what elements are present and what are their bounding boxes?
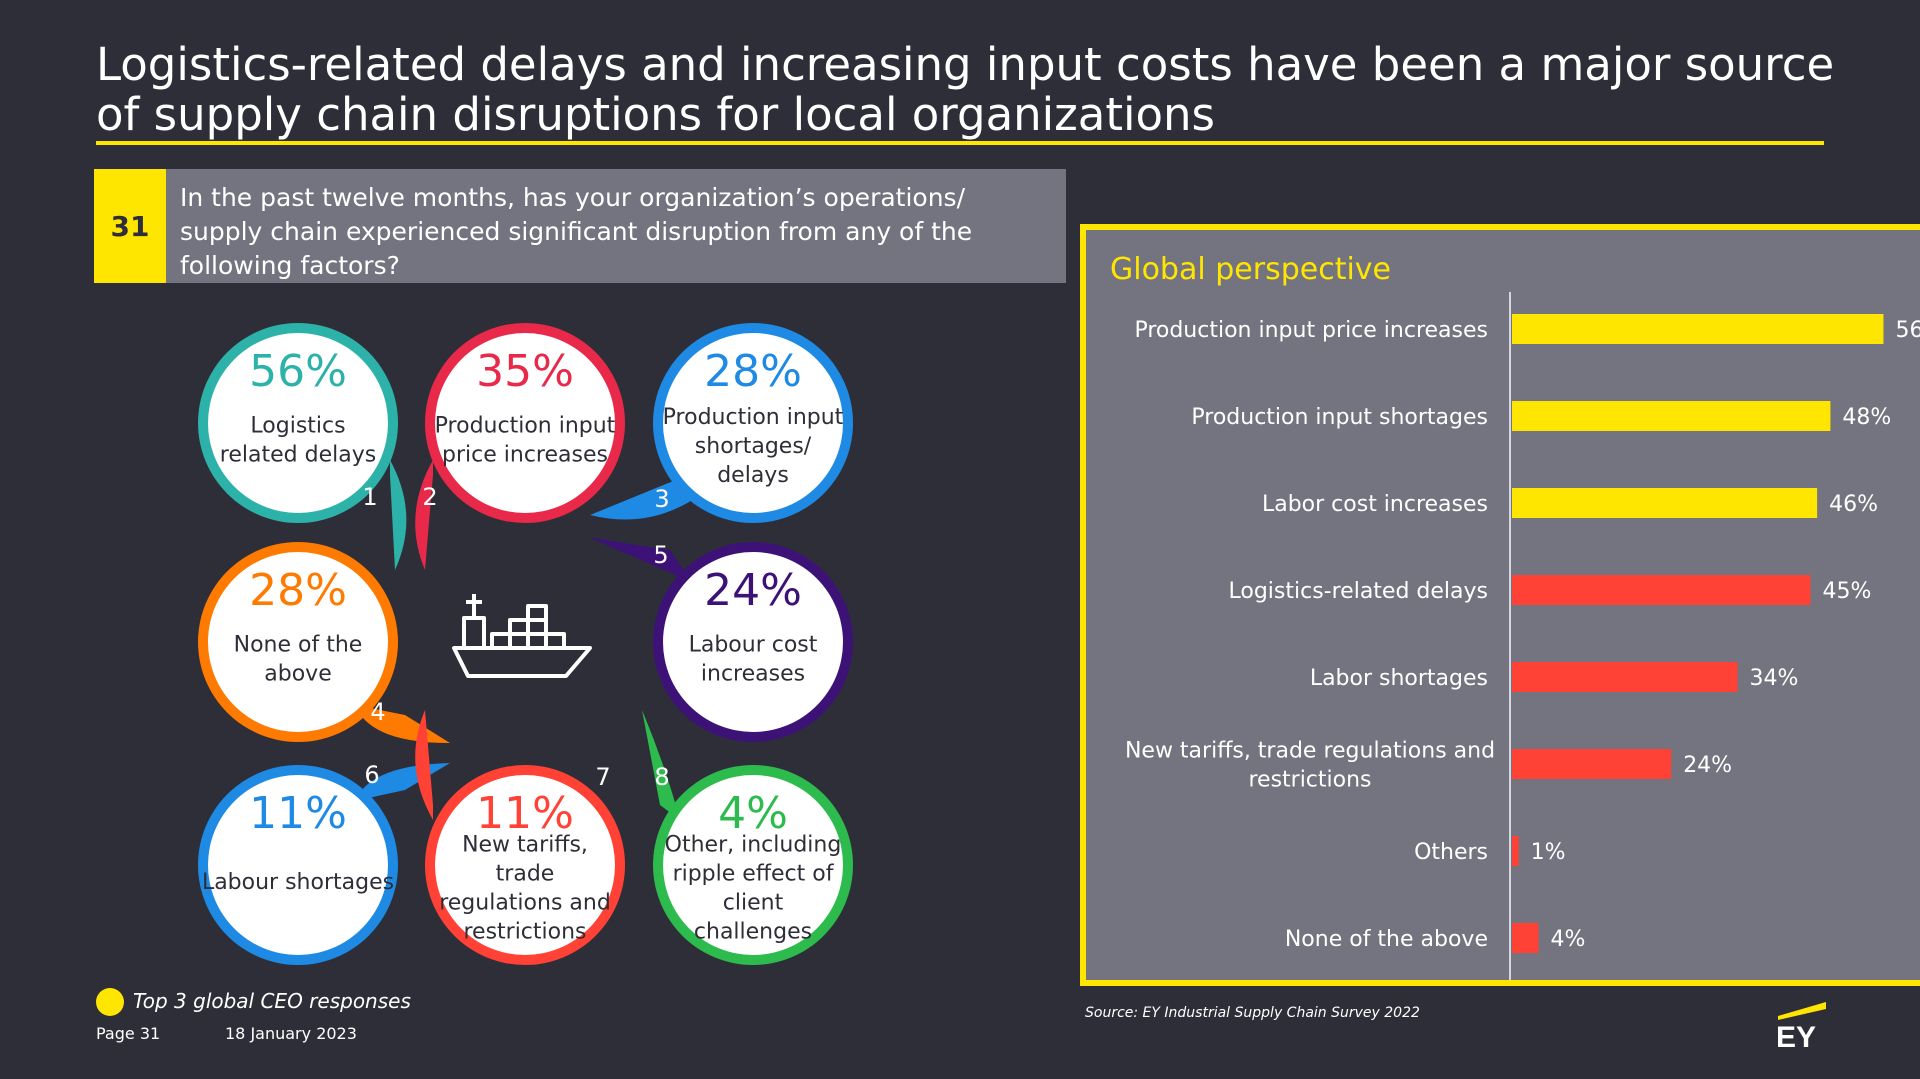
bubble-value: 4% (718, 788, 788, 839)
legend-yellow-dot (96, 988, 124, 1016)
category-label: Production input price increases (1134, 318, 1488, 343)
bubble-number: 1 (362, 483, 377, 511)
legend-label: Top 3 global CEO responses (133, 989, 411, 1013)
bar-6 (1512, 749, 1672, 779)
bubble-value: 56% (249, 346, 347, 397)
question-number: 31 (94, 169, 166, 283)
bar-4 (1512, 575, 1811, 605)
page-title: Logistics-related delays and increasing … (96, 38, 1835, 141)
bubble-tail (390, 460, 407, 570)
category-label: Labor shortages (1310, 666, 1488, 691)
bubble-number: 8 (654, 763, 669, 791)
bubble-number: 5 (653, 541, 668, 569)
category-label: Labor cost increases (1262, 492, 1488, 517)
question-box: 31 In the past twelve months, has your o… (94, 169, 1066, 283)
category-label: New tariffs, trade regulations and restri… (1125, 739, 1495, 793)
bubble-value: 35% (476, 346, 574, 397)
category-label: Production input shortages (1191, 405, 1488, 430)
bubble-tail (415, 710, 433, 820)
page-number: Page 31 (96, 1024, 161, 1043)
bubble-label: Production input shortages/delays (663, 405, 844, 488)
bubble-value: 28% (704, 346, 802, 397)
local-bubble-6: 11% Labour shortages 6 (198, 761, 450, 965)
bar-value-label: 4% (1551, 927, 1586, 952)
bar-value-label: 56% (1895, 318, 1920, 343)
bubble-tail (590, 475, 700, 520)
local-results-bubbles: 56% Logistics related delays 1 35% Production… (198, 323, 853, 965)
bubble-number: 6 (364, 761, 379, 789)
bubble-fill (663, 552, 843, 732)
bubble-value: 24% (704, 565, 802, 616)
bubble-number: 7 (595, 763, 610, 791)
local-bubble-1: 56% Logistics related delays 1 (198, 323, 407, 570)
bubble-value: 28% (249, 565, 347, 616)
bubble-value: 11% (476, 788, 574, 839)
bar-1 (1512, 314, 1884, 344)
bar-value-label: 48% (1842, 405, 1891, 430)
local-bubble-2: 35% Production input price increases 2 (415, 323, 625, 570)
local-bubble-5: 24% Labour cost increases 5 (588, 537, 853, 742)
bar-value-label: 34% (1750, 666, 1799, 691)
global-bar-chart: Production input price increases 56% Produ… (1125, 292, 1920, 980)
bar-value-label: 46% (1829, 492, 1878, 517)
local-bubble-7: 11%New tariffs, trade regulations and restr… (415, 710, 625, 965)
bubble-fill (435, 775, 615, 955)
bubble-fill (208, 775, 388, 955)
bubble-tail (415, 460, 433, 570)
chart-title: Global perspective (1110, 252, 1392, 287)
bubble-label: Production input price increases (435, 414, 616, 468)
question-text: In the past twelve months, has your orga… (180, 183, 973, 280)
bubble-label: Labour shortages (202, 870, 394, 895)
bubble-value: 11% (249, 788, 347, 839)
bubble-label: None of the above (234, 633, 363, 687)
title-underline (96, 141, 1824, 145)
bubble-fill (208, 552, 388, 732)
bubble-fill (663, 333, 843, 513)
bar-2 (1512, 401, 1831, 431)
ey-logo: EY (1776, 1002, 1826, 1050)
global-perspective-panel: Global perspective Production input pric… (1080, 224, 1920, 986)
category-label: None of the above (1285, 927, 1488, 952)
bubble-fill (663, 775, 843, 955)
category-label: Others (1414, 840, 1488, 865)
source-note: Source: EY Industrial Supply Chain Surve… (1085, 1005, 1420, 1021)
bubble-label: Logistics related delays (220, 414, 376, 468)
bubble-tail (642, 710, 680, 820)
bar-value-label: 1% (1531, 840, 1566, 865)
bar-value-label: 45% (1823, 579, 1872, 604)
page-date: 18 January 2023 (225, 1024, 357, 1043)
bar-8 (1512, 923, 1539, 953)
bubble-fill (208, 333, 388, 513)
bubble-label: Labour cost increases (689, 633, 818, 687)
category-label: Logistics-related delays (1229, 579, 1489, 604)
cargo-ship-icon (452, 594, 592, 678)
bar-5 (1512, 662, 1738, 692)
bar-7 (1512, 836, 1519, 866)
bubble-fill (435, 333, 615, 513)
local-bubble-8: 4%Other, including ripple effect of client… (642, 710, 853, 965)
bar-3 (1512, 488, 1818, 518)
bubble-number: 2 (422, 483, 437, 511)
bubble-label: New tariffs, trade regulations and restrict… (439, 833, 611, 945)
bubble-label: Other, including ripple effect of client ch… (665, 833, 842, 945)
bubble-number: 3 (654, 485, 669, 513)
bubble-tail (588, 537, 692, 582)
bar-value-label: 24% (1683, 753, 1732, 778)
ey-logo-text: EY (1776, 1021, 1816, 1050)
bubble-number: 4 (370, 698, 385, 726)
